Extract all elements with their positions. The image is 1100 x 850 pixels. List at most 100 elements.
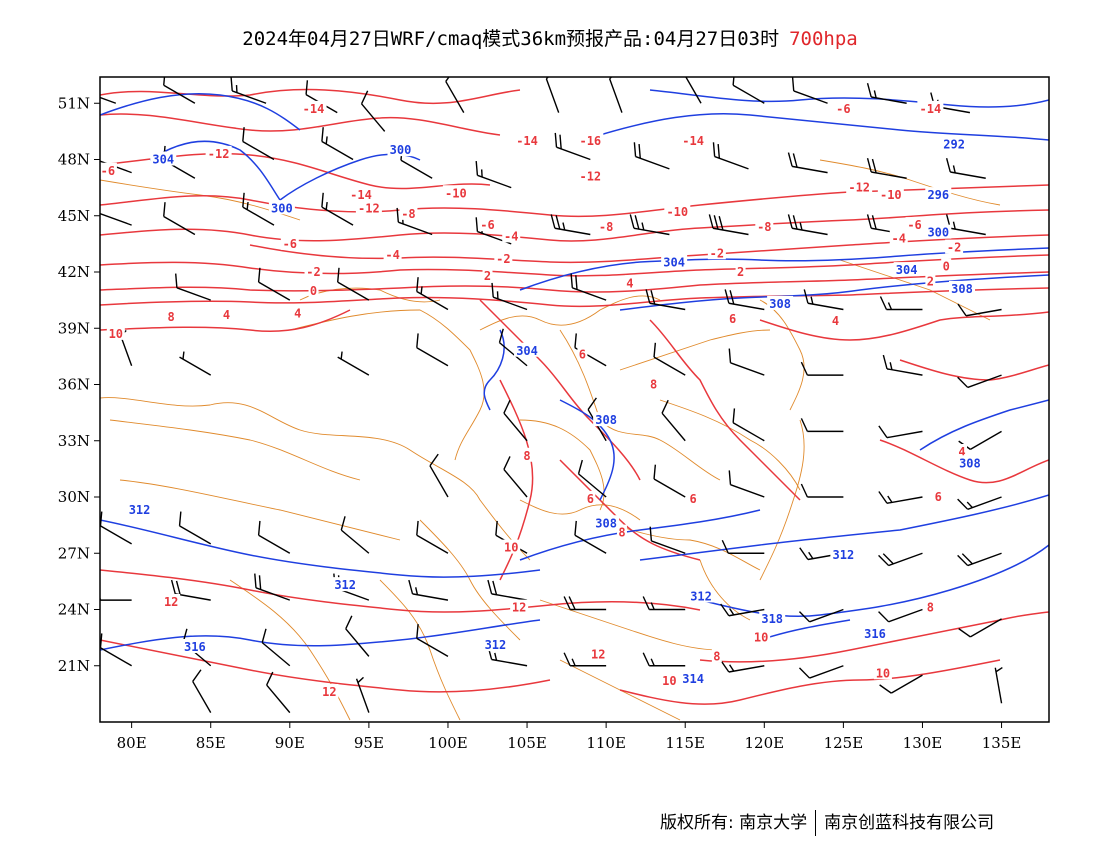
wind-barb bbox=[798, 608, 844, 623]
temperature-label-bg bbox=[589, 646, 608, 661]
height-label-bg bbox=[925, 187, 952, 202]
height-label-bg bbox=[759, 610, 786, 625]
wind-barb bbox=[498, 328, 528, 367]
temperature-label: -12 bbox=[579, 169, 601, 183]
temperature-label: -8 bbox=[599, 220, 613, 234]
wind-barb bbox=[242, 127, 275, 161]
wind-barb bbox=[957, 374, 1002, 389]
temperature-label: -10 bbox=[445, 186, 467, 200]
wind-barb bbox=[445, 77, 465, 113]
wind-barb bbox=[100, 90, 117, 104]
wind-barb bbox=[503, 399, 528, 442]
wind-barb bbox=[800, 418, 844, 433]
wind-barbs bbox=[100, 77, 1003, 714]
lat-label: 24N bbox=[58, 601, 90, 619]
wind-barb bbox=[879, 296, 923, 311]
height-label-bg bbox=[387, 142, 414, 157]
height-label: 312 bbox=[485, 638, 507, 652]
temperature-label-bg bbox=[502, 539, 521, 554]
temperature-label-bg bbox=[945, 239, 964, 254]
wind-barb bbox=[645, 289, 686, 311]
height-label-bg bbox=[956, 455, 983, 470]
temperature-label-bg bbox=[889, 230, 908, 245]
map-background bbox=[100, 77, 1049, 722]
height-label-bg bbox=[126, 502, 153, 517]
temperature-label: 10 bbox=[754, 631, 768, 645]
height-label: 308 bbox=[959, 456, 981, 470]
company-name: 南京创蓝科技有限公司 bbox=[824, 813, 995, 833]
height-label: 292 bbox=[943, 138, 965, 152]
height-label-bg bbox=[949, 280, 976, 295]
height-label-bg bbox=[830, 547, 857, 562]
wind-barb bbox=[957, 496, 1002, 510]
wind-barb bbox=[408, 579, 449, 601]
wind-barb bbox=[550, 214, 591, 236]
height-label: 316 bbox=[184, 640, 206, 654]
temperature-label-bg bbox=[735, 264, 746, 278]
lat-label: 51N bbox=[58, 94, 90, 112]
temperature-label: 6 bbox=[729, 312, 736, 326]
wind-barb bbox=[661, 399, 686, 442]
temperature-label: -6 bbox=[907, 218, 921, 232]
wind-barb bbox=[416, 333, 449, 367]
latitude-axis: 51N 48N 45N 42N 39N 36N 33N 30N 27N 24N 21N bbox=[58, 94, 100, 675]
temperature-label: 4 bbox=[223, 308, 230, 322]
wind-barb bbox=[803, 289, 844, 311]
wind-barb bbox=[355, 676, 370, 713]
lon-label: 120E bbox=[745, 734, 785, 752]
wind-barb bbox=[721, 539, 765, 554]
lon-label: 95E bbox=[354, 734, 384, 752]
temperature-label-bg bbox=[347, 187, 374, 202]
wind-barb bbox=[629, 214, 670, 236]
temperature-label-bg bbox=[624, 275, 635, 290]
temperature-label-bg bbox=[660, 672, 679, 687]
temperature-label: 6 bbox=[579, 348, 586, 362]
temperature-label: -8 bbox=[757, 220, 771, 234]
wind-barb bbox=[712, 142, 749, 170]
height-label-bg bbox=[150, 151, 177, 166]
wind-barb bbox=[866, 82, 907, 104]
height-label: 304 bbox=[896, 263, 918, 277]
wind-barb bbox=[649, 526, 686, 554]
temperature-label: 6 bbox=[935, 490, 942, 504]
wind-barb bbox=[878, 491, 923, 504]
temperature-label: 8 bbox=[927, 601, 934, 615]
height-label: 304 bbox=[516, 344, 538, 358]
lon-label: 105E bbox=[507, 734, 547, 752]
temperature-label-bg bbox=[106, 325, 125, 340]
wind-barb bbox=[574, 520, 607, 554]
temperature-label-bg bbox=[707, 245, 726, 260]
temperature-label-bg bbox=[917, 100, 944, 115]
title-level: 700hpa bbox=[789, 28, 858, 50]
longitude-axis: 80E 85E 90E 95E 100E 105E 110E 115E 120E 125E 130E… bbox=[117, 722, 1021, 752]
wind-barb bbox=[337, 351, 370, 376]
height-label: 308 bbox=[951, 282, 973, 296]
wind-barb bbox=[487, 579, 528, 601]
temperature-label-bg bbox=[304, 264, 323, 278]
wind-barb bbox=[728, 348, 765, 376]
temperature-label-bg bbox=[510, 599, 529, 614]
wind-barb bbox=[866, 157, 907, 179]
temperature-label-bg bbox=[355, 200, 382, 215]
wind-barb bbox=[577, 459, 607, 498]
temperature-label-bg bbox=[933, 489, 944, 503]
wind-barb bbox=[642, 596, 686, 611]
lat-label: 36N bbox=[58, 376, 90, 394]
title-main: 2024年04月27日WRF/cmaq模式36km预报产品:04月27日03时 bbox=[242, 28, 780, 50]
height-label-bg bbox=[941, 136, 968, 151]
lon-label: 125E bbox=[824, 734, 864, 752]
temperature-label: 8 bbox=[523, 449, 530, 463]
temperature-label: 8 bbox=[650, 378, 657, 392]
wind-barb bbox=[798, 665, 844, 679]
temperature-label-bg bbox=[727, 310, 738, 325]
height-label: 296 bbox=[927, 188, 949, 202]
temperature-labels: -14-12-6-14 -16 -14-12-12-6 -14-14-12-10-8-… bbox=[100, 100, 968, 699]
temperature-label-bg bbox=[442, 185, 469, 200]
height-label-bg bbox=[661, 254, 688, 269]
wind-barb bbox=[254, 573, 291, 601]
wind-barb bbox=[321, 192, 354, 226]
temperature-label: -14 bbox=[682, 134, 704, 148]
lat-label: 33N bbox=[58, 432, 90, 450]
temperature-label: -8 bbox=[401, 207, 415, 221]
temperature-label-bg bbox=[494, 250, 513, 265]
